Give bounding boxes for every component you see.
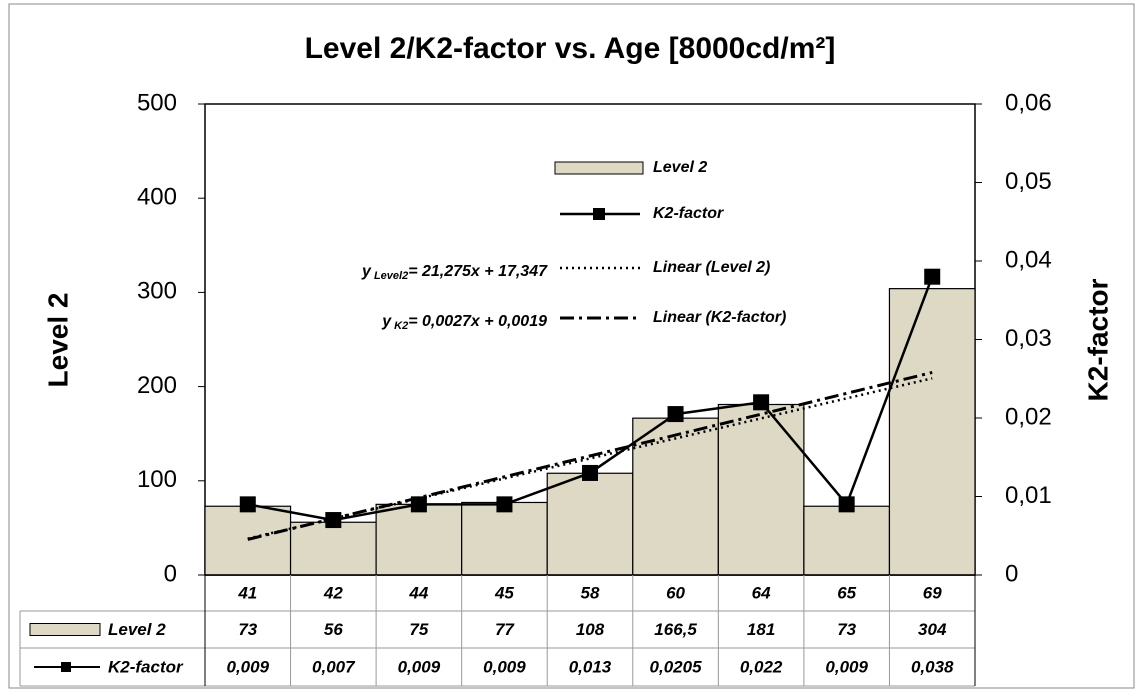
y-tick-label: 400 <box>137 184 177 211</box>
marker <box>924 268 941 285</box>
x-tick-label: 45 <box>494 583 514 602</box>
table-value: 0,009 <box>398 657 441 676</box>
trend-equation: y Level2= 21,275x + 17,347 <box>361 263 548 282</box>
equation-part: K2 <box>394 320 408 332</box>
bar <box>461 501 548 576</box>
bar <box>375 503 463 576</box>
legend-swatch <box>593 208 605 220</box>
table-row-label: Level 2 <box>108 620 166 639</box>
y-tick-label: 0 <box>164 560 177 587</box>
marker <box>410 496 427 513</box>
table-row-label: K2-factor <box>108 657 184 676</box>
table-legend-swatch <box>29 623 101 636</box>
x-tick-label: 42 <box>323 583 343 602</box>
table-value: 0,009 <box>227 657 270 676</box>
y2-axis-label: K2-factor <box>1082 278 1113 401</box>
table-value: 0,007 <box>312 657 356 676</box>
y-tick-label: 300 <box>137 278 177 305</box>
equation-part: = 21,275x + 17,347 <box>408 263 548 280</box>
legend-label: Linear (K2-factor) <box>653 309 786 326</box>
table-legend-swatch <box>61 662 71 672</box>
x-tick-label: 41 <box>237 583 257 602</box>
y2-tick-label: 0,06 <box>1005 89 1052 116</box>
bar <box>888 288 976 576</box>
table-value: 0,009 <box>825 657 868 676</box>
y2-tick-label: 0,02 <box>1005 403 1052 430</box>
table-value: 75 <box>409 620 428 639</box>
equation-part: Level2 <box>374 270 408 282</box>
table-value: 0,038 <box>911 657 954 676</box>
y-tick-label: 100 <box>137 466 177 493</box>
table-value: 0,013 <box>569 657 612 676</box>
x-tick-label: 60 <box>666 583 685 602</box>
x-tick-label: 58 <box>581 583 600 602</box>
table-value: 181 <box>747 620 775 639</box>
bar <box>546 472 634 576</box>
chart-title: Level 2/K2-factor vs. Age [8000cd/m²] <box>305 32 836 65</box>
x-tick-label: 44 <box>408 583 428 602</box>
x-tick-label: 64 <box>752 583 771 602</box>
y-axis-label: Level 2 <box>42 293 73 388</box>
marker <box>239 496 256 513</box>
table-value: 73 <box>837 620 856 639</box>
equation-part: y <box>381 313 392 330</box>
table-value: 0,022 <box>740 657 783 676</box>
table-value: 108 <box>576 620 605 639</box>
y2-tick-label: 0,04 <box>1005 246 1052 273</box>
marker <box>667 406 684 423</box>
y2-tick-label: 0,03 <box>1005 325 1052 352</box>
equation-part: = 0,0027x + 0,0019 <box>408 313 547 330</box>
table-value: 56 <box>324 620 343 639</box>
legend-label: K2-factor <box>653 205 724 222</box>
y2-tick-label: 0 <box>1005 560 1018 587</box>
marker <box>582 464 598 481</box>
y-tick-label: 500 <box>137 89 177 116</box>
marker <box>325 512 342 529</box>
marker <box>838 496 855 513</box>
table-value: 73 <box>238 620 257 639</box>
marker <box>496 496 513 513</box>
table-value: 0,009 <box>483 657 526 676</box>
legend-label: Level 2 <box>653 159 707 176</box>
x-tick-label: 65 <box>837 583 856 602</box>
table-value: 0,0205 <box>650 657 703 676</box>
trendline <box>247 371 933 541</box>
bar <box>204 505 292 576</box>
table-value: 304 <box>918 620 947 639</box>
x-tick-label: 69 <box>923 583 942 602</box>
marker <box>753 394 770 411</box>
table-value: 77 <box>495 620 515 639</box>
equation-part: y <box>361 263 372 280</box>
legend-label: Linear (Level 2) <box>653 259 770 276</box>
bar <box>717 403 805 576</box>
bar <box>803 505 891 576</box>
y2-tick-label: 0,05 <box>1005 168 1052 195</box>
legend-swatch <box>554 161 644 175</box>
bar <box>289 521 377 576</box>
y2-tick-label: 0,01 <box>1005 482 1052 509</box>
y-tick-label: 200 <box>137 372 177 399</box>
table-value: 166,5 <box>654 620 697 639</box>
trend-equation: y K2= 0,0027x + 0,0019 <box>381 313 547 332</box>
bar <box>632 417 719 576</box>
